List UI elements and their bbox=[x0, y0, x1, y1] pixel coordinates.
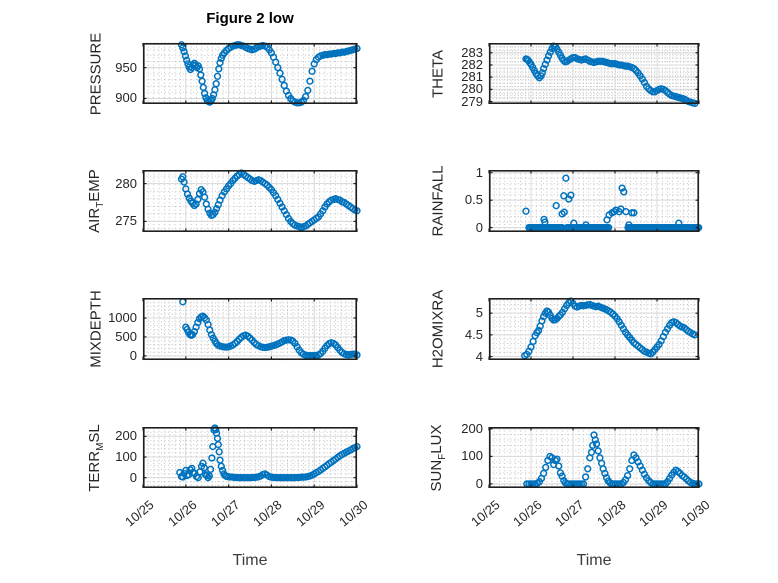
x-tick-label: 10/29 bbox=[293, 497, 328, 530]
sun-flux-ylabel: SUNFLUX bbox=[428, 424, 448, 491]
rainfall-ylabel: RAINFALL bbox=[430, 166, 447, 237]
x-tick-label: 10/30 bbox=[678, 497, 713, 530]
sun-flux-ylabel-part: SUN bbox=[428, 459, 445, 491]
x-tick-label: 10/25 bbox=[468, 497, 503, 530]
mixdepth-ytick-label: 0 bbox=[129, 347, 137, 363]
x-axis-label-left: Time bbox=[232, 552, 268, 569]
rainfall-ytick-label: 0.5 bbox=[464, 192, 483, 208]
sun-flux-markers bbox=[523, 431, 703, 488]
theta-ytick-label: 280 bbox=[461, 81, 483, 97]
terr-msl-ylabel: TERRMSL bbox=[86, 424, 106, 492]
x-tick-label: 10/26 bbox=[164, 497, 200, 530]
h2omixra-ylabel-part: H2OMIXRA bbox=[429, 289, 447, 369]
pressure-ytick-label: 950 bbox=[115, 59, 137, 75]
mixdepth-ytick-label: 500 bbox=[115, 328, 137, 344]
x-tick-label: 10/27 bbox=[552, 497, 587, 530]
mixdepth-ylabel: MIXDEPTH bbox=[88, 290, 105, 368]
x-tick-label: 10/28 bbox=[250, 497, 286, 530]
h2omixra-ytick-label: 4.5 bbox=[464, 326, 483, 342]
subplot-pressure bbox=[142, 41, 361, 107]
air-temp-ylabel-part: EMP bbox=[86, 169, 103, 202]
terr-msl-ylabel-part: M bbox=[95, 442, 106, 451]
pressure-ylabel-part: PRESSURE bbox=[87, 32, 105, 115]
air-temp-ylabel-part: T bbox=[95, 201, 106, 208]
h2omixra-markers bbox=[521, 297, 699, 360]
rainfall-ytick-label: 0 bbox=[475, 219, 483, 235]
x-tick-label: 10/27 bbox=[207, 497, 243, 530]
x-tick-label: 10/29 bbox=[636, 497, 671, 530]
sun-flux-ytick-label: 100 bbox=[461, 448, 483, 464]
air-temp-ytick-label: 280 bbox=[115, 175, 137, 191]
theta-ytick-label: 283 bbox=[461, 44, 483, 60]
air-temp-ytick-label: 275 bbox=[115, 213, 137, 229]
theta-ytick-label: 279 bbox=[461, 93, 483, 109]
x-tick-label: 10/25 bbox=[122, 497, 157, 530]
rainfall-ytick-label: 1 bbox=[475, 164, 483, 180]
sun-flux-ylabel-part: LUX bbox=[428, 424, 445, 454]
air-temp-ylabel-part: AIR bbox=[86, 207, 103, 233]
terr-msl-ylabel-part: SL bbox=[86, 423, 103, 443]
terr-msl-ytick-label: 200 bbox=[115, 428, 137, 444]
subplot-sun-flux bbox=[488, 427, 703, 489]
subplot-rainfall bbox=[488, 170, 703, 233]
sun-flux-ytick-label: 200 bbox=[461, 420, 483, 436]
theta-ylabel-part: THETA bbox=[429, 49, 447, 98]
terr-msl-ytick-label: 100 bbox=[115, 448, 137, 464]
h2omixra-ytick-label: 4 bbox=[475, 348, 483, 364]
mixdepth-ytick-label: 1000 bbox=[108, 310, 137, 326]
terr-msl-markers bbox=[176, 424, 361, 482]
terr-msl-ylabel-part: TERR bbox=[86, 450, 103, 492]
air-temp-ylabel: AIRTEMP bbox=[86, 169, 106, 233]
x-tick-label: 10/30 bbox=[336, 497, 371, 530]
sun-flux-ylabel-part: F bbox=[437, 453, 448, 460]
subplot-air-temp bbox=[142, 169, 361, 233]
h2omixra-ytick-label: 5 bbox=[475, 305, 483, 321]
x-tick-label: 10/26 bbox=[510, 497, 545, 530]
theta-ytick-label: 281 bbox=[461, 69, 483, 85]
h2omixra-ylabel: H2OMIXRA bbox=[430, 290, 447, 368]
theta-ylabel: THETA bbox=[430, 49, 447, 97]
pressure-ylabel: PRESSURE bbox=[88, 32, 105, 115]
air-temp-markers bbox=[177, 169, 361, 232]
rainfall-ylabel-part: RAINFALL bbox=[429, 165, 447, 237]
subplot-h2omixra bbox=[488, 297, 700, 361]
x-tick-label: 10/28 bbox=[594, 497, 629, 530]
subplot-theta bbox=[488, 42, 700, 108]
mixdepth-ylabel-part: MIXDEPTH bbox=[87, 290, 105, 368]
theta-ytick-label: 282 bbox=[461, 56, 483, 72]
pressure-ytick-label: 900 bbox=[115, 90, 137, 106]
figure-title: Figure 2 low bbox=[206, 10, 294, 27]
x-axis-label-right: Time bbox=[576, 552, 612, 569]
terr-msl-ytick-label: 0 bbox=[129, 469, 137, 485]
subplot-terr-msl bbox=[142, 424, 361, 489]
sun-flux-ytick-label: 0 bbox=[475, 475, 483, 491]
subplot-mixdepth bbox=[142, 298, 361, 361]
